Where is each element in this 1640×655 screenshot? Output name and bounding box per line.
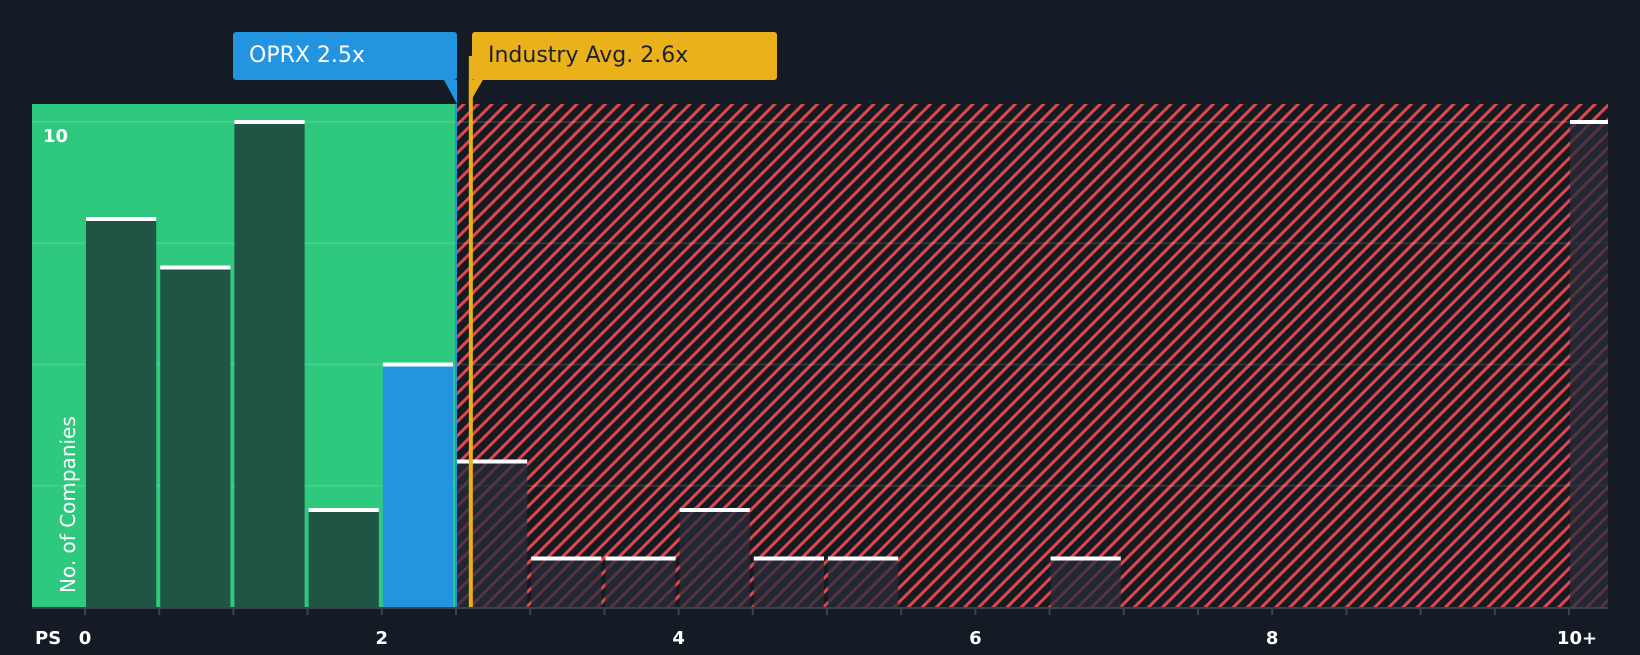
histogram-bar (160, 267, 231, 607)
x-tick-label: 4 (672, 628, 685, 649)
histogram-bar (605, 558, 676, 607)
x-tick-label: 8 (1265, 628, 1279, 649)
bar-cap (160, 265, 231, 270)
histogram-bar (531, 558, 602, 607)
histogram-bar (308, 510, 379, 607)
histogram-bar (234, 122, 305, 607)
bar-cap (1050, 556, 1121, 561)
histogram-bar (679, 510, 750, 607)
bar-cap (1570, 120, 1608, 124)
bar-cap (234, 120, 305, 124)
bar-cap (828, 556, 899, 561)
industry-label: Industry Avg. 2.6x (472, 32, 777, 80)
y-axis-label: No. of Companies (56, 416, 80, 593)
x-tick-label: 2 (375, 628, 389, 649)
histogram-bar (1050, 558, 1121, 607)
bar-cap (605, 556, 676, 561)
bar-cap (86, 217, 157, 221)
company-label: OPRX 2.5x (233, 32, 457, 80)
histogram-bar (828, 558, 899, 607)
overvalued-zone (456, 104, 1608, 607)
histogram-bar (1570, 122, 1608, 607)
bar-cap (753, 556, 824, 561)
histogram-bar (382, 364, 453, 607)
bar-cap (382, 362, 453, 367)
bar-cap (457, 459, 528, 464)
bar-cap (308, 508, 379, 512)
bar-cap (531, 556, 602, 561)
x-tick-label: 0 (78, 628, 92, 649)
histogram-bar (753, 558, 824, 607)
histogram-bar (86, 219, 157, 607)
y-tick-10: 10 (43, 126, 69, 147)
x-tick-label: 10+ (1556, 628, 1598, 649)
histogram-bar (457, 461, 528, 607)
x-tick-label: 6 (969, 628, 982, 649)
bar-cap (679, 508, 750, 512)
x-axis-prefix: PS (35, 628, 62, 649)
